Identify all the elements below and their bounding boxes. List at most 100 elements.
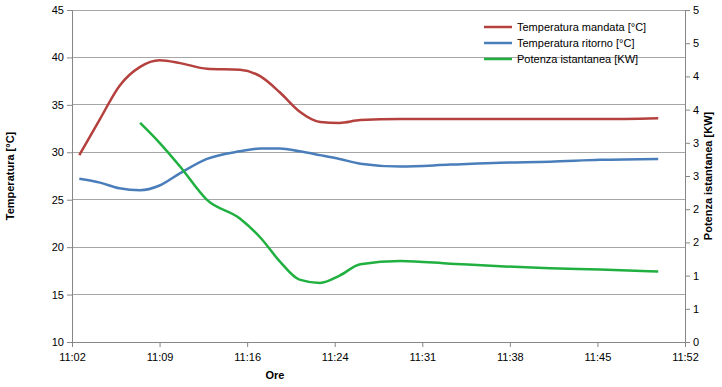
tick-mark xyxy=(247,342,248,347)
tick-label: 1 xyxy=(693,303,699,315)
series-line xyxy=(79,60,658,155)
tick-label: 11:52 xyxy=(672,351,699,363)
grid xyxy=(72,10,685,342)
tick: 2 xyxy=(685,203,699,215)
axis-line xyxy=(73,342,686,343)
tick: 30 xyxy=(52,146,72,158)
tick-label: 30 xyxy=(52,146,64,158)
tick: 10 xyxy=(52,336,72,348)
grid-line xyxy=(72,152,685,153)
tick: 15 xyxy=(52,289,72,301)
tick-mark xyxy=(685,10,690,11)
tick-mark xyxy=(597,342,598,347)
tick: 3 xyxy=(685,137,699,149)
tick: 11:16 xyxy=(234,342,261,363)
tick-label: 11:24 xyxy=(322,351,349,363)
tick-mark xyxy=(72,342,73,347)
tick-label: 4 xyxy=(693,70,699,82)
tick: 20 xyxy=(52,241,72,253)
tick-label: 5 xyxy=(693,37,699,49)
tick: 11:31 xyxy=(409,342,436,363)
tick-mark xyxy=(685,309,690,310)
series-line xyxy=(140,123,658,283)
chart: 11:02 11:09 11:16 11:24 11:31 11:38 11:45 11:52… xyxy=(0,0,722,387)
tick-mark xyxy=(160,342,161,347)
tick: 5 xyxy=(685,37,699,49)
tick-label: 10 xyxy=(52,336,64,348)
legend: Temperatura mandata [°C] Temperatura rito… xyxy=(484,21,646,65)
tick-mark xyxy=(510,342,511,347)
y-axis-title: Temperatura [°C] xyxy=(4,131,16,220)
tick-label: 11:09 xyxy=(147,351,174,363)
tick-label: 4 xyxy=(693,104,699,116)
tick: 45 xyxy=(52,4,72,16)
tick-mark xyxy=(67,200,72,201)
tick-label: 11:38 xyxy=(497,351,524,363)
tick-mark xyxy=(685,176,690,177)
x-axis: 11:02 11:09 11:16 11:24 11:31 11:38 11:45 11:52 xyxy=(59,342,699,363)
tick: 11:38 xyxy=(497,342,524,363)
tick: 0 xyxy=(685,336,699,348)
tick-label: 2 xyxy=(693,203,699,215)
tick-mark xyxy=(685,342,690,343)
legend-label: Temperatura mandata [°C] xyxy=(517,21,646,33)
tick: 5 xyxy=(685,4,699,16)
tick: 4 xyxy=(685,104,699,116)
tick: 11:45 xyxy=(585,342,612,363)
tick-label: 5 xyxy=(693,4,699,16)
tick-mark xyxy=(67,105,72,106)
tick-label: 15 xyxy=(52,289,64,301)
y2-axis: 0 1 1 2 2 3 3 4 4 5 5 xyxy=(685,4,699,348)
y2-axis-title: Potenza istantanea [KW] xyxy=(702,111,714,240)
legend-label: Potenza istantanea [KW] xyxy=(517,53,638,65)
tick: 1 xyxy=(685,270,699,282)
tick-mark xyxy=(67,10,72,11)
grid-line xyxy=(72,294,685,295)
legend-swatch xyxy=(484,26,512,29)
tick-mark xyxy=(685,110,690,111)
tick-label: 35 xyxy=(52,99,64,111)
tick-label: 11:31 xyxy=(409,351,436,363)
tick-label: 1 xyxy=(693,270,699,282)
tick: 25 xyxy=(52,194,72,206)
tick-mark xyxy=(67,342,72,343)
tick: 11:24 xyxy=(322,342,349,363)
tick-mark xyxy=(67,247,72,248)
tick-label: 45 xyxy=(52,4,64,16)
tick-mark xyxy=(685,276,690,277)
tick: 1 xyxy=(685,303,699,315)
grid-line xyxy=(72,342,685,343)
tick: 2 xyxy=(685,236,699,248)
tick-mark xyxy=(422,342,423,347)
tick-mark xyxy=(685,143,690,144)
tick-mark xyxy=(685,209,690,210)
tick-label: 2 xyxy=(693,236,699,248)
tick: 35 xyxy=(52,99,72,111)
tick-mark xyxy=(67,295,72,296)
y-axis: 10 15 20 25 30 35 40 45 xyxy=(52,4,73,348)
tick-label: 11:16 xyxy=(234,351,261,363)
tick: 4 xyxy=(685,70,699,82)
tick-label: 20 xyxy=(52,241,64,253)
legend-label: Temperatura ritorno [°C] xyxy=(517,37,635,49)
grid-line xyxy=(72,10,685,11)
tick-mark xyxy=(67,57,72,58)
plot-area xyxy=(79,60,658,283)
grid-line xyxy=(72,104,685,105)
tick-label: 11:02 xyxy=(59,351,86,363)
legend-swatch xyxy=(484,42,512,45)
tick-label: 11:45 xyxy=(585,351,612,363)
tick-mark xyxy=(685,76,690,77)
tick-mark xyxy=(335,342,336,347)
series-line xyxy=(79,148,658,190)
tick-label: 40 xyxy=(52,51,64,63)
tick-label: 3 xyxy=(693,170,699,182)
tick: 3 xyxy=(685,170,699,182)
tick: 40 xyxy=(52,51,72,63)
tick-mark xyxy=(67,152,72,153)
tick: 11:09 xyxy=(147,342,174,363)
tick-label: 0 xyxy=(693,336,699,348)
tick-label: 3 xyxy=(693,137,699,149)
axis-line xyxy=(72,11,73,343)
grid-line xyxy=(72,247,685,248)
